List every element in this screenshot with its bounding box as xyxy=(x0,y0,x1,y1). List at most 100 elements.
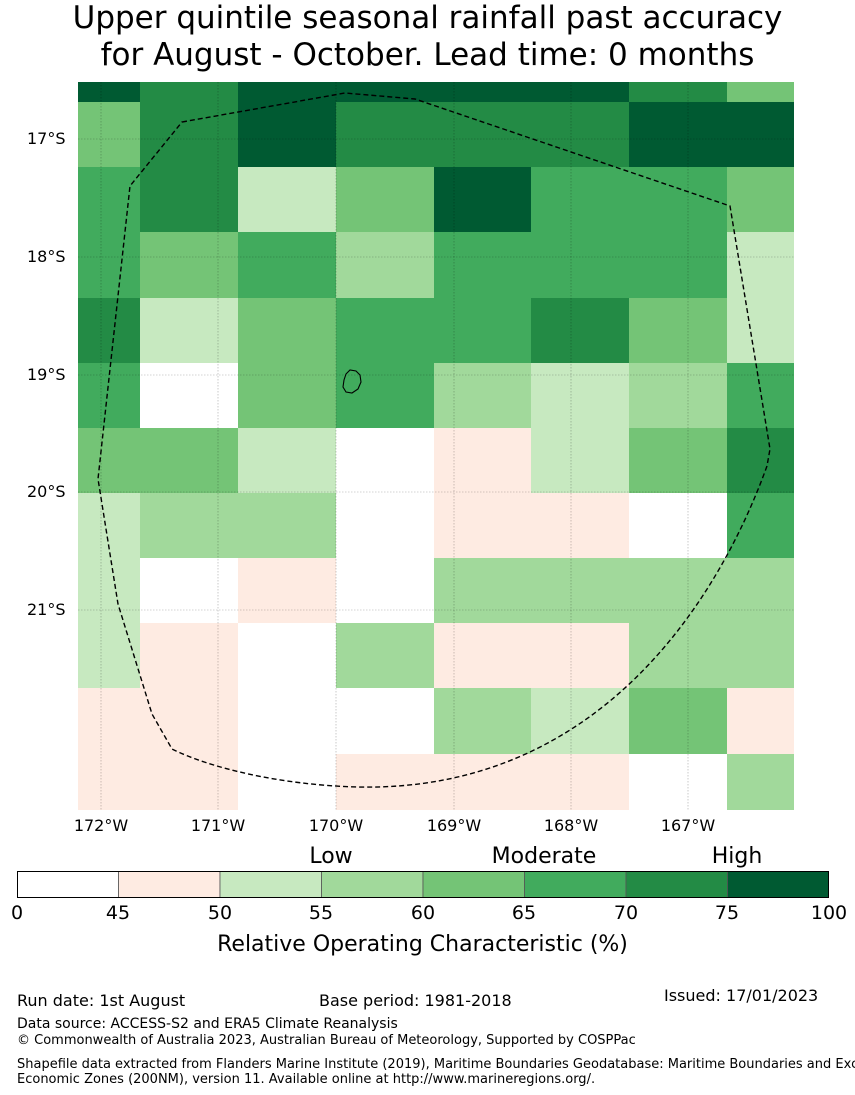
map-cell xyxy=(531,167,629,232)
colorbar-tick-60: 60 xyxy=(410,902,436,924)
map-cell xyxy=(336,232,434,298)
map-cell xyxy=(727,298,794,363)
colorbar-tick-65: 65 xyxy=(511,902,537,924)
map-cell xyxy=(434,493,531,558)
eez-boundary xyxy=(97,92,771,788)
map-cell xyxy=(629,82,727,102)
niue-island-outline xyxy=(342,369,362,394)
shapefile-credit-line-2: Economic Zones (200NM), version 11. Avai… xyxy=(17,1072,596,1087)
issued-date: Issued: 17/01/2023 xyxy=(664,986,819,1005)
map-cell xyxy=(238,363,336,428)
map-cell xyxy=(629,102,727,167)
map-cell xyxy=(629,558,727,623)
map-cell xyxy=(434,623,531,688)
colorbar-tick-50: 50 xyxy=(207,902,233,924)
lon-label-170w: 170°W xyxy=(308,816,364,835)
lon-label-169w: 169°W xyxy=(426,816,482,835)
map-cell xyxy=(434,232,531,298)
colorbar-tick-75: 75 xyxy=(714,902,740,924)
map-cell xyxy=(727,82,794,102)
map-cell xyxy=(531,493,629,558)
colorbar-tick-55: 55 xyxy=(308,902,334,924)
map-cell xyxy=(78,102,140,167)
data-source: Data source: ACCESS-S2 and ERA5 Climate … xyxy=(17,1016,398,1032)
map-cell xyxy=(336,623,434,688)
map-cell xyxy=(434,558,531,623)
map-cell xyxy=(629,493,727,558)
colorbar-border xyxy=(17,871,829,898)
map-cell xyxy=(238,428,336,493)
map-cell xyxy=(78,623,140,688)
colorbar-segment xyxy=(422,871,525,898)
map-title: Upper quintile seasonal rainfall past ac… xyxy=(0,0,855,74)
map-cell xyxy=(238,232,336,298)
map-cell xyxy=(531,558,629,623)
map-cell xyxy=(78,428,140,493)
lon-label-172w: 172°W xyxy=(73,816,129,835)
graticule xyxy=(78,82,794,810)
map-cell xyxy=(727,688,794,754)
colorbar-tick-100: 100 xyxy=(810,902,848,924)
colorbar xyxy=(17,871,829,898)
colorbar-segment xyxy=(118,871,221,898)
map-cells xyxy=(78,82,794,810)
map-cell xyxy=(727,558,794,623)
base-period: Base period: 1981-2018 xyxy=(319,991,512,1010)
colorbar-segment xyxy=(17,871,119,898)
map-cell xyxy=(336,493,434,558)
map-cell xyxy=(434,688,531,754)
map-cell xyxy=(531,754,629,810)
map-cell xyxy=(238,82,336,102)
map-cell xyxy=(140,428,238,493)
map-cell xyxy=(629,298,727,363)
colorbar-segment xyxy=(321,871,424,898)
shapefile-credit-line-1: Shapefile data extracted from Flanders M… xyxy=(17,1057,855,1072)
map-cell xyxy=(336,754,434,810)
map-cell xyxy=(629,232,727,298)
map-cell xyxy=(629,363,727,428)
map-cell xyxy=(336,298,434,363)
map-cell xyxy=(629,623,727,688)
map-cell xyxy=(531,232,629,298)
map-cell xyxy=(140,298,238,363)
map-cell xyxy=(140,102,238,167)
map-cell xyxy=(727,493,794,558)
lat-label-18s: 18°S xyxy=(27,247,66,266)
colorbar-category-low: Low xyxy=(309,844,353,869)
colorbar-tick-0: 0 xyxy=(10,902,24,924)
lon-label-168w: 168°W xyxy=(543,816,599,835)
map-cell xyxy=(238,558,336,623)
map-cell xyxy=(78,298,140,363)
map-cell xyxy=(727,167,794,232)
colorbar-title: Relative Operating Characteristic (%) xyxy=(217,932,628,957)
map-cell xyxy=(336,363,434,428)
colorbar-category-high: High xyxy=(711,844,763,869)
map-cell xyxy=(140,82,238,102)
map-cell xyxy=(336,102,434,167)
map-cell xyxy=(434,754,531,810)
map-cell xyxy=(434,298,531,363)
map-cell xyxy=(531,363,629,428)
map-cell xyxy=(238,623,336,688)
map-cell xyxy=(78,82,140,102)
map-cell xyxy=(238,298,336,363)
map-cell xyxy=(140,363,238,428)
map-cell xyxy=(238,102,336,167)
map-cell xyxy=(336,688,434,754)
lat-label-17s: 17°S xyxy=(27,129,66,148)
lon-label-171w: 171°W xyxy=(190,816,246,835)
colorbar-tick-45: 45 xyxy=(105,902,131,924)
map-cell xyxy=(727,102,794,167)
map-cell xyxy=(78,167,140,232)
map-cell xyxy=(78,688,140,754)
title-line-2: for August - October. Lead time: 0 month… xyxy=(100,37,755,73)
map-cell xyxy=(336,428,434,493)
colorbar-segment xyxy=(727,871,829,898)
map-cell xyxy=(78,558,140,623)
map-cell xyxy=(727,754,794,810)
map-canvas xyxy=(78,82,794,810)
map-cell xyxy=(238,688,336,754)
copyright-notice: © Commonwealth of Australia 2023, Austra… xyxy=(17,1033,636,1048)
map-cell xyxy=(140,232,238,298)
map-cell xyxy=(434,102,531,167)
